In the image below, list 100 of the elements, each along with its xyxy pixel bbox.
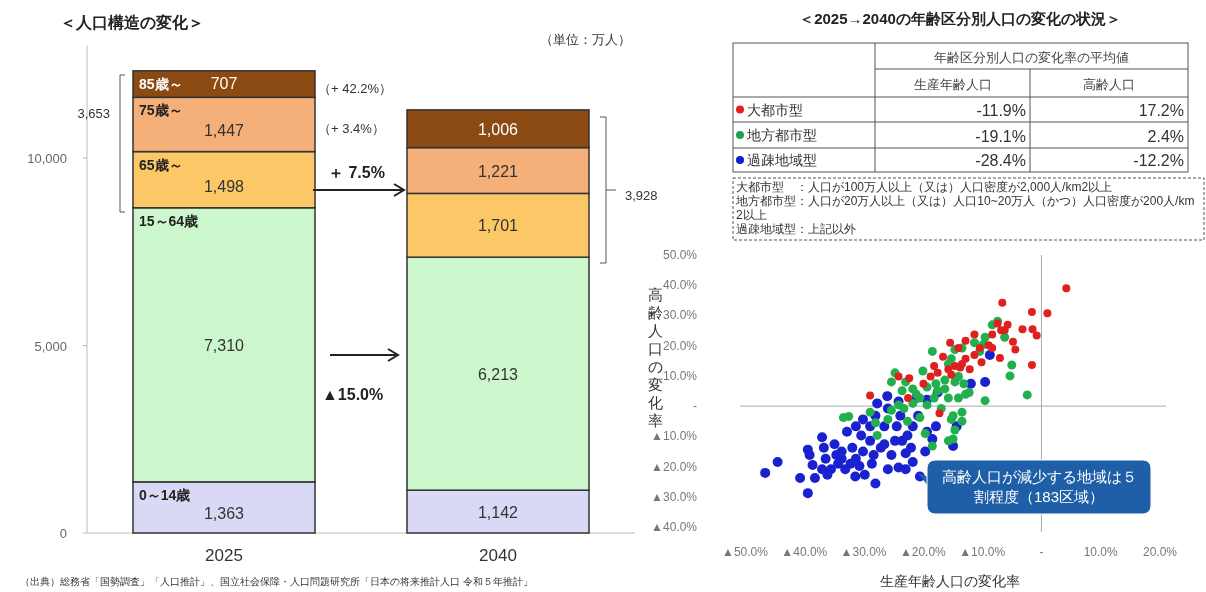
point [865, 407, 875, 417]
y-tick-label: 5,000 [34, 338, 67, 354]
data-label: 707 [210, 74, 238, 92]
data-label: 6,213 [477, 365, 519, 383]
point [995, 354, 1004, 363]
point [883, 414, 893, 424]
y-tick-label: 50.0% [662, 248, 698, 262]
data-label: -19.1% [975, 128, 1026, 145]
point [957, 416, 967, 426]
point [915, 393, 925, 403]
point [1027, 361, 1036, 370]
point [988, 330, 997, 339]
point [954, 344, 963, 353]
chart-title: ＜人口構造の変化＞ [60, 13, 204, 31]
data-label: 1,006 [477, 120, 519, 138]
y-tick-label: ▲20.0% [651, 459, 698, 474]
y-tick-label: ▲40.0% [651, 520, 698, 534]
point [1032, 331, 1041, 340]
point [930, 361, 939, 370]
point [927, 346, 937, 356]
legend-title: 年齢区分別人口の変化率の平均値 [934, 50, 1129, 65]
y-tick-label: 40.0% [662, 278, 698, 293]
annotation: （+ 42.2%） [318, 81, 393, 96]
series-label: 生産年齢人口 [913, 77, 992, 92]
category-label: 大都市型 [747, 101, 803, 118]
series-label: 0～14歳 [139, 486, 191, 503]
data-label: 1,447 [203, 122, 245, 140]
point [965, 365, 974, 374]
point [919, 379, 928, 388]
category-label: 過疎地域型 [747, 152, 817, 168]
point [1018, 325, 1027, 334]
point [866, 391, 875, 400]
x-tick-label: 10.0% [1083, 545, 1119, 559]
y-tick-label: ▲10.0% [651, 429, 698, 444]
point [870, 418, 880, 428]
data-label: 1,498 [203, 177, 245, 195]
point [947, 370, 956, 379]
point [899, 404, 909, 414]
data-label: 1,363 [203, 505, 245, 523]
data-label: 17.2% [1138, 102, 1184, 119]
text: ＜2025→2040の年齢区分別人口の変化の状況＞ [799, 10, 1121, 27]
point [897, 386, 907, 396]
point [950, 425, 960, 435]
series-label: 15～64歳 [139, 212, 199, 229]
point [970, 351, 979, 360]
point [918, 366, 928, 376]
point [886, 377, 896, 387]
point [1007, 360, 1017, 370]
y-tick-label: - [693, 399, 697, 414]
point [908, 398, 918, 408]
point [969, 338, 979, 348]
text: 過疎地域型：上記以外 [736, 222, 856, 236]
y-tick-label: 30.0% [662, 308, 698, 323]
point [886, 405, 896, 415]
point [872, 430, 882, 440]
x-tick-label: ▲50.0% [722, 545, 769, 559]
point [988, 344, 997, 353]
point [922, 400, 932, 410]
annotation: ＋ 7.5% [328, 164, 385, 181]
point [940, 384, 950, 394]
point [1011, 345, 1020, 354]
point [894, 372, 903, 381]
point [1000, 332, 1010, 342]
y-axis-title: 高齢人口の変化率 [647, 286, 663, 429]
point [957, 407, 967, 417]
series-label: 75歳～ [139, 102, 183, 119]
point [970, 330, 979, 339]
x-tick-label: ▲30.0% [840, 545, 887, 559]
point [844, 411, 854, 421]
point [905, 374, 914, 383]
y-tick-label: 10,000 [27, 151, 67, 166]
point [939, 352, 948, 361]
point [1027, 308, 1036, 317]
point [1005, 371, 1015, 381]
data-label: 1,701 [477, 217, 519, 235]
x-axis-title: 生産年齢人口の変化率 [880, 573, 1020, 589]
point [980, 396, 990, 406]
point [1022, 390, 1032, 400]
point [904, 393, 913, 402]
point [940, 375, 950, 385]
y-tick-label: 20.0% [662, 338, 698, 353]
point [935, 409, 944, 418]
data-label: 7,310 [203, 336, 245, 354]
text: 地方都市型：人口が20万人以上（又は）人口10~20万人（かつ）人口密度が200人/km2以上 [735, 194, 1195, 222]
series-label: 85歳～ [139, 75, 183, 92]
text: 大都市型 ：人口が100万人以上（又は）人口密度が2,000人/km2以上 [736, 180, 1113, 194]
point [943, 393, 953, 403]
point [902, 416, 912, 426]
data-label: 1,142 [477, 503, 519, 521]
x-tick-label: ▲20.0% [899, 545, 947, 559]
x-tick-label: ▲10.0% [959, 545, 1006, 559]
point [1008, 337, 1017, 346]
point [953, 371, 963, 381]
series-label: 65歳～ [139, 156, 183, 173]
point [1043, 309, 1052, 318]
point [946, 338, 955, 347]
point [1062, 284, 1071, 293]
point [948, 434, 958, 444]
point [944, 365, 953, 374]
data-label: 2.4% [1147, 128, 1184, 145]
